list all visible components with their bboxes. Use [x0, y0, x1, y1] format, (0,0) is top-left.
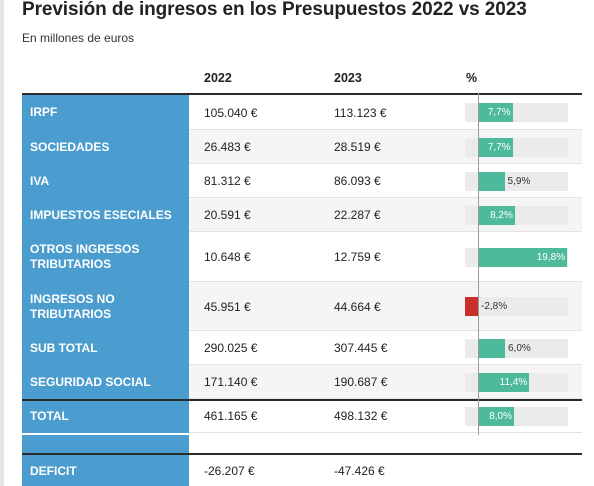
- pct-bar: [478, 372, 530, 392]
- row-separator: [189, 231, 582, 232]
- value-2023: 86.093 €: [334, 174, 381, 188]
- row-label: IRPF: [22, 95, 189, 130]
- column-header-2023: 2023: [334, 71, 362, 85]
- deficit-value-2023: -47.426 €: [334, 463, 385, 478]
- value-2023: 12.759 €: [334, 250, 381, 264]
- pct-label: 5,9%: [507, 175, 531, 187]
- pct-bar: [478, 205, 515, 225]
- column-header-percent: %: [466, 71, 478, 85]
- pct-label: 8,2%: [490, 209, 513, 221]
- value-2023: 498.132 €: [334, 409, 388, 423]
- row-label: IMPUESTOS ESECIALES: [22, 198, 189, 232]
- deficit-value-2022: -26.207 €: [204, 463, 255, 478]
- table-row: OTROS INGRESOS TRIBUTARIOS 10.648 € 12.759…: [22, 232, 582, 282]
- value-2022: 10.648 €: [204, 250, 251, 264]
- pct-label: 6,0%: [508, 342, 531, 354]
- pct-label: 19,8%: [536, 251, 566, 263]
- pct-bar: [478, 406, 514, 426]
- value-2022: 290.025 €: [204, 341, 258, 355]
- value-2023: 307.445 €: [334, 341, 388, 355]
- column-header-2022: 2022: [204, 71, 232, 85]
- row-label: SEGURIDAD SOCIAL: [22, 365, 189, 399]
- pct-bar-track: 5,9%: [465, 171, 568, 191]
- table-row: INGRESOS NO TRIBUTARIOS 45.951 € 44.664 € -…: [22, 282, 582, 331]
- row-separator: [189, 364, 582, 365]
- row-label: IVA: [22, 164, 189, 198]
- row-separator: [189, 163, 582, 164]
- value-2022: 171.140 €: [204, 375, 258, 389]
- value-2022: 26.483 €: [204, 140, 251, 154]
- value-2023: 44.664 €: [334, 299, 381, 314]
- value-2022: 45.951 €: [204, 299, 251, 314]
- row-label: SUB TOTAL: [22, 331, 189, 365]
- pct-bar-track: 19,8%: [465, 247, 568, 267]
- value-2023: 113.123 €: [334, 105, 387, 120]
- pct-label: 8,0%: [489, 410, 512, 422]
- table-row: IRPF 105.040 € 113.123 € 7,7%: [22, 95, 582, 130]
- value-2022: 461.165 €: [204, 409, 258, 423]
- row-separator: [189, 398, 582, 399]
- table-row: TOTAL 461.165 € 498.132 € 8,0%: [22, 399, 582, 433]
- chart-subtitle: En millones de euros: [22, 31, 135, 45]
- pct-bar-track: 6,0%: [465, 338, 568, 358]
- pct-bar: [478, 171, 505, 191]
- row-separator: [189, 330, 582, 331]
- pct-label: 11,4%: [499, 376, 528, 388]
- table-row: SEGURIDAD SOCIAL 171.140 € 190.687 € 11,4%: [22, 365, 582, 399]
- table-row: IMPUESTOS ESECIALES 20.591 € 22.287 € 8,2%: [22, 198, 582, 232]
- row-separator: [189, 432, 582, 433]
- pct-bar: [478, 338, 505, 358]
- row-label: TOTAL: [22, 399, 189, 433]
- row-label: SOCIEDADES: [22, 130, 189, 164]
- pct-bar-track: 8,0%: [465, 406, 568, 426]
- pct-bar: [465, 297, 478, 316]
- table-row: SOCIEDADES 26.483 € 28.519 € 7,7%: [22, 130, 582, 164]
- total-rule: [22, 399, 582, 401]
- header-rule: [22, 93, 582, 95]
- deficit-row: DEFICIT -26.207 € -47.426 €: [22, 455, 582, 486]
- value-2023: 28.519 €: [334, 140, 381, 154]
- table-row: SUB TOTAL 290.025 € 307.445 € 6,0%: [22, 331, 582, 365]
- pct-bar-track: 7,7%: [465, 137, 568, 157]
- row-separator: [189, 129, 582, 130]
- row-separator: [189, 197, 582, 198]
- row-label: INGRESOS NO TRIBUTARIOS: [22, 282, 189, 331]
- deficit-label: DEFICIT: [22, 455, 189, 486]
- pct-bar-track: 7,7%: [465, 103, 568, 122]
- pct-bar: [478, 103, 513, 122]
- percent-zero-axis: [478, 93, 479, 435]
- pct-bar-track: 11,4%: [465, 372, 568, 392]
- pct-bar-track: -2,8%: [465, 297, 568, 316]
- pct-label: 7,7%: [487, 107, 511, 118]
- pct-bar-track: 8,2%: [465, 205, 568, 225]
- value-2022: 105.040 €: [204, 105, 258, 120]
- value-2022: 20.591 €: [204, 208, 251, 222]
- row-separator: [189, 281, 582, 282]
- row-label: OTROS INGRESOS TRIBUTARIOS: [22, 232, 189, 282]
- empty-label-cell: [22, 435, 189, 453]
- left-edge-border: [0, 0, 4, 486]
- pct-label: 7,7%: [487, 141, 511, 153]
- value-2022: 81.312 €: [204, 174, 251, 188]
- pct-bar: [478, 247, 568, 267]
- table-row: IVA 81.312 € 86.093 € 5,9%: [22, 164, 582, 198]
- chart-title: Previsión de ingresos en los Presupuesto…: [22, 0, 527, 20]
- pct-bar: [478, 137, 513, 157]
- value-2023: 22.287 €: [334, 208, 381, 222]
- pct-label: -2,8%: [481, 301, 508, 312]
- deficit-rule: [22, 453, 582, 455]
- value-2023: 190.687 €: [334, 375, 388, 389]
